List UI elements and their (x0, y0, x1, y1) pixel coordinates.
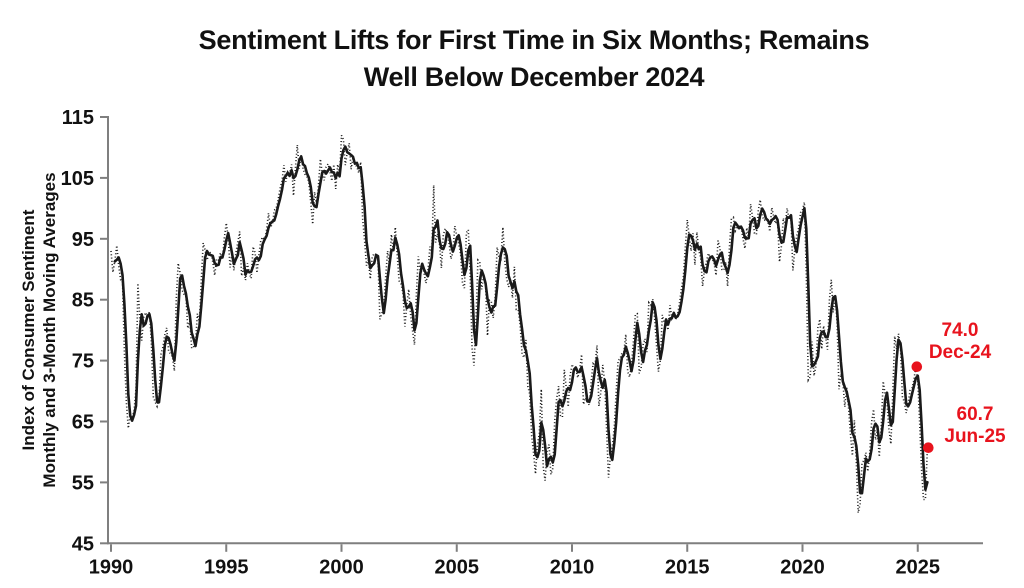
x-axis-tick-label: 2025 (896, 556, 941, 578)
chart-title-line1: Sentiment Lifts for First Time in Six Mo… (198, 25, 870, 55)
y-axis-tick-label: 65 (72, 412, 94, 434)
annotation-dot-jun-25 (923, 442, 934, 454)
annotation-dot-dec-24 (911, 361, 923, 373)
y-axis-tick-label: 115 (62, 107, 94, 129)
y-axis-tick-label: 75 (72, 351, 94, 373)
annotation-dec-24-date: Dec-24 (928, 342, 992, 363)
x-axis-tick-label: 1995 (204, 556, 249, 578)
annotation-jun-25-date: Jun-25 (944, 426, 1006, 447)
chart-title: Sentiment Lifts for First Time in Six Mo… (52, 22, 1016, 96)
annotation-jun-25: 60.7 Jun-25 (930, 404, 1020, 448)
annotation-dec-24-value: 74.0 (941, 320, 979, 341)
x-axis-tick-label: 2015 (665, 556, 710, 578)
y-axis-tick-label: 85 (72, 290, 94, 312)
x-axis-tick-label: 2000 (319, 556, 364, 578)
y-axis-tick-label: 45 (72, 533, 94, 555)
annotation-jun-25-value: 60.7 (956, 404, 994, 425)
chart-title-line2: Well Below December 2024 (363, 62, 705, 92)
y-axis-tick-label: 55 (72, 472, 94, 494)
monthly-series-path (110, 134, 929, 513)
x-axis-tick-label: 1990 (89, 556, 134, 578)
x-axis-tick-label: 2010 (550, 556, 595, 578)
moving-average-path (113, 145, 929, 495)
x-axis-tick-label: 2020 (780, 556, 825, 578)
y-axis-tick-label: 105 (61, 168, 94, 190)
x-axis-tick-label: 2005 (435, 556, 480, 578)
y-axis-tick-label: 95 (72, 229, 94, 251)
annotation-dec-24: 74.0 Dec-24 (916, 320, 1004, 364)
